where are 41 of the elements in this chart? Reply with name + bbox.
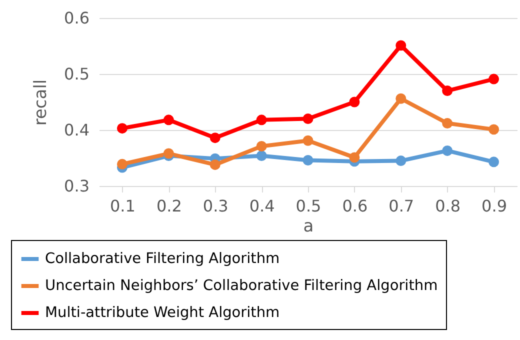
point	[349, 96, 360, 108]
point	[442, 118, 453, 129]
legend-label: Multi-attribute Weight Algorithm	[45, 305, 280, 321]
point	[396, 40, 406, 51]
point	[302, 114, 314, 124]
y-axis-title: recall	[31, 79, 52, 126]
point	[396, 93, 406, 104]
point	[488, 74, 500, 84]
x-tick-label: 0.8	[435, 196, 461, 216]
legend-label: Collaborative Filtering Algorithm	[45, 251, 280, 267]
x-tick-label: 0.9	[482, 196, 508, 216]
y-tick-label: 0.6	[64, 8, 90, 28]
x-tick-label: 0.1	[110, 196, 136, 216]
x-axis-title: a	[303, 216, 314, 236]
x-tick-label: 0.7	[388, 196, 414, 216]
y-tick-label: 0.4	[64, 120, 90, 140]
x-tick-label: 0.3	[202, 196, 228, 216]
point	[442, 145, 453, 156]
y-tick-label: 0.3	[64, 176, 90, 196]
point	[163, 148, 174, 159]
x-tick-label: 0.6	[342, 196, 368, 216]
point	[488, 156, 500, 168]
point	[116, 158, 128, 170]
x-tick-label: 0.2	[156, 196, 182, 216]
y-tick-label: 0.5	[64, 64, 90, 84]
point	[163, 114, 174, 126]
point	[210, 132, 220, 144]
legend-label: Uncertain Neighbors’ Collaborative Filtering Algorithm	[45, 278, 438, 294]
x-tick-label: 0.5	[296, 196, 322, 216]
point	[302, 155, 314, 166]
point	[396, 156, 406, 166]
point	[210, 159, 220, 170]
point	[256, 141, 267, 152]
x-tick-label: 0.4	[249, 196, 275, 216]
point	[488, 124, 500, 135]
point	[116, 123, 128, 134]
point	[442, 86, 453, 96]
point	[349, 152, 360, 163]
point	[256, 150, 267, 161]
point	[302, 135, 314, 146]
point	[256, 114, 267, 126]
